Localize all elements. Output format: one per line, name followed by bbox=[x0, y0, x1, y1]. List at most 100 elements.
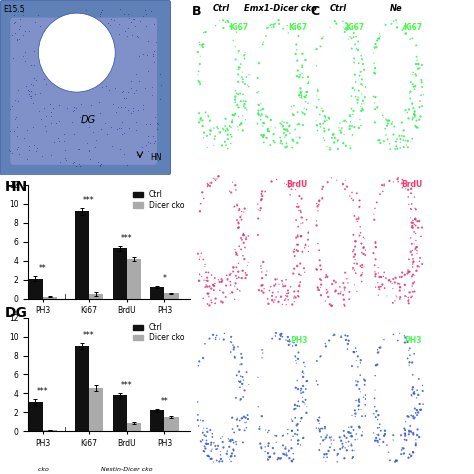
Point bbox=[29, 81, 37, 89]
Point bbox=[360, 375, 368, 383]
Point bbox=[212, 295, 219, 302]
Point bbox=[315, 198, 323, 205]
Point bbox=[196, 60, 203, 68]
Point bbox=[229, 264, 237, 271]
Point bbox=[302, 91, 310, 99]
Point bbox=[290, 456, 297, 463]
Point bbox=[301, 93, 309, 101]
Point bbox=[341, 455, 348, 462]
Point bbox=[348, 123, 356, 130]
Point bbox=[371, 70, 379, 77]
Point bbox=[356, 385, 363, 393]
Point bbox=[203, 180, 211, 187]
Point bbox=[228, 133, 236, 141]
Point bbox=[72, 162, 80, 170]
Point bbox=[313, 377, 320, 385]
Point bbox=[356, 223, 364, 230]
Point bbox=[405, 430, 413, 438]
Point bbox=[14, 143, 21, 151]
Point bbox=[209, 433, 216, 441]
Point bbox=[325, 126, 333, 133]
Point bbox=[324, 178, 331, 186]
Point bbox=[295, 203, 302, 210]
Point bbox=[241, 80, 249, 88]
Point bbox=[418, 79, 426, 86]
Point bbox=[346, 288, 353, 296]
Point bbox=[243, 368, 250, 376]
Point bbox=[340, 432, 348, 439]
Point bbox=[60, 137, 68, 145]
Point bbox=[402, 437, 410, 444]
Point bbox=[371, 386, 379, 394]
Bar bbox=[89, 388, 103, 431]
Point bbox=[315, 425, 322, 432]
Point bbox=[282, 336, 290, 344]
Point bbox=[293, 57, 301, 64]
Point bbox=[207, 127, 215, 135]
Point bbox=[62, 146, 69, 154]
Point bbox=[370, 210, 378, 218]
Point bbox=[321, 423, 329, 431]
Point bbox=[383, 441, 391, 449]
Point bbox=[382, 274, 390, 282]
Point bbox=[231, 452, 238, 460]
Point bbox=[235, 260, 242, 267]
Point bbox=[196, 80, 204, 88]
Point bbox=[410, 388, 418, 396]
Point bbox=[385, 448, 392, 456]
Point bbox=[69, 108, 77, 115]
Point bbox=[9, 55, 17, 62]
Point bbox=[232, 251, 240, 258]
Point bbox=[195, 422, 202, 430]
Point bbox=[237, 97, 245, 105]
Point bbox=[328, 134, 336, 142]
Point bbox=[392, 456, 400, 464]
Point bbox=[412, 222, 419, 229]
Point bbox=[286, 455, 293, 462]
Point bbox=[345, 428, 353, 436]
Point bbox=[83, 139, 91, 146]
Point bbox=[238, 274, 246, 282]
Text: C: C bbox=[310, 5, 319, 18]
Point bbox=[60, 130, 68, 138]
Point bbox=[353, 357, 360, 365]
Point bbox=[17, 15, 24, 22]
Point bbox=[229, 268, 237, 275]
Point bbox=[262, 448, 269, 456]
Point bbox=[374, 416, 382, 423]
Point bbox=[411, 215, 419, 222]
Point bbox=[360, 244, 367, 252]
Point bbox=[20, 135, 27, 142]
Point bbox=[340, 131, 348, 138]
Point bbox=[320, 118, 328, 126]
Point bbox=[321, 114, 329, 121]
Point bbox=[235, 47, 242, 55]
Point bbox=[409, 255, 417, 263]
Point bbox=[262, 32, 270, 40]
Point bbox=[312, 265, 320, 273]
Point bbox=[278, 118, 286, 125]
Point bbox=[21, 27, 28, 35]
Point bbox=[377, 273, 385, 281]
Point bbox=[144, 138, 152, 146]
Point bbox=[407, 205, 414, 213]
Point bbox=[266, 453, 273, 461]
Point bbox=[292, 216, 300, 224]
Point bbox=[201, 263, 209, 270]
Point bbox=[216, 458, 223, 465]
Point bbox=[408, 251, 416, 259]
Point bbox=[346, 142, 354, 150]
Point bbox=[375, 442, 383, 450]
Text: Ki67: Ki67 bbox=[403, 23, 422, 32]
Point bbox=[219, 289, 227, 296]
Point bbox=[322, 434, 329, 441]
Point bbox=[240, 97, 247, 105]
Point bbox=[203, 425, 210, 432]
Point bbox=[299, 394, 306, 401]
Point bbox=[410, 258, 417, 266]
Point bbox=[104, 19, 111, 27]
Point bbox=[85, 147, 92, 155]
Point bbox=[375, 35, 383, 42]
Point bbox=[349, 348, 357, 356]
Point bbox=[21, 57, 28, 65]
